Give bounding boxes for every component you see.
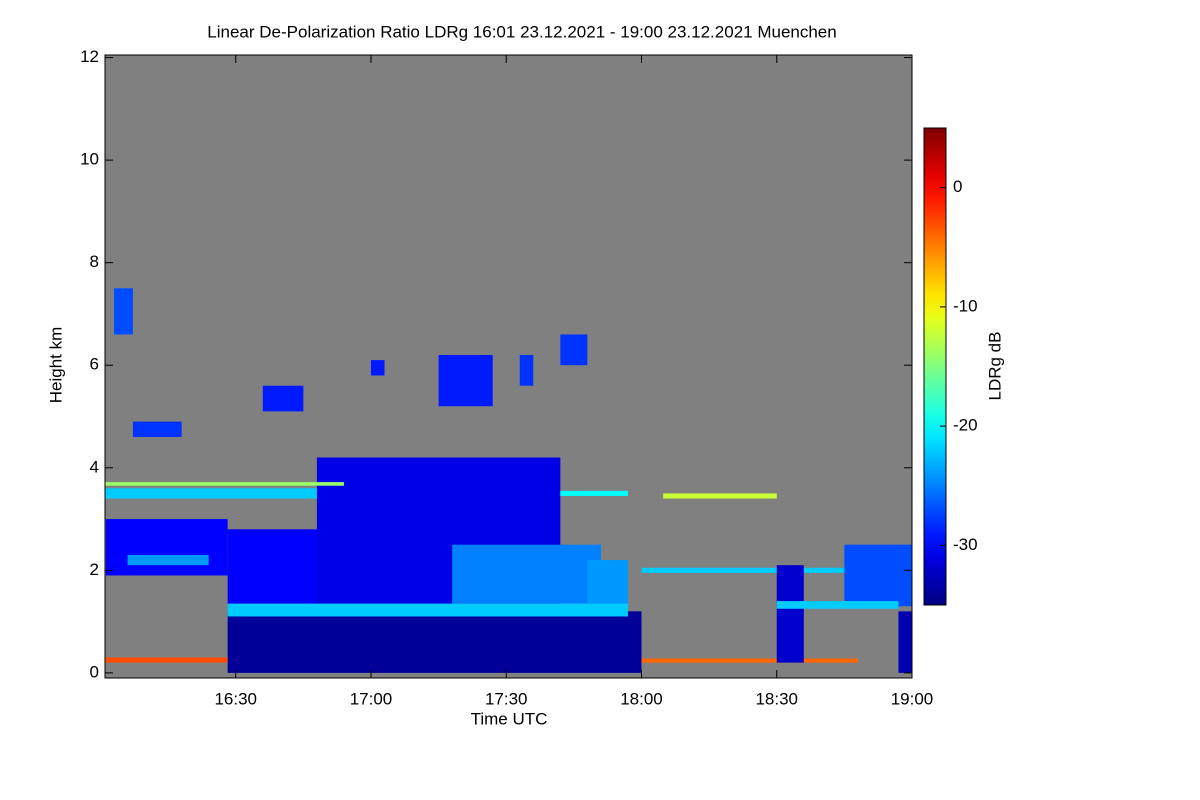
heatmap-cell — [560, 334, 588, 366]
colorbar-label: LDRg dB — [985, 332, 1004, 401]
x-tick-label: 18:30 — [755, 689, 798, 708]
x-axis-label: Time UTC — [471, 709, 548, 728]
colorbar-tick-label: -30 — [953, 535, 978, 554]
heatmap-cell — [127, 554, 209, 566]
heatmap-cell — [105, 519, 228, 576]
colorbar-tick-label: 0 — [953, 177, 962, 196]
heatmap-cell — [105, 657, 228, 663]
heatmap-cell — [844, 544, 912, 607]
x-tick-label: 16:30 — [214, 689, 257, 708]
x-tick-label: 17:00 — [350, 689, 393, 708]
x-tick-label: 18:00 — [620, 689, 663, 708]
colorbar — [923, 127, 947, 606]
heatmap-cell — [663, 493, 777, 499]
heatmap-cells — [105, 288, 912, 673]
heatmap-cell — [227, 611, 642, 673]
heatmap-cell — [560, 490, 628, 496]
heatmap-cell — [105, 482, 344, 486]
heatmap-cell — [105, 488, 317, 499]
heatmap-cell — [262, 385, 304, 412]
heatmap-cell — [132, 421, 182, 438]
y-tick-label: 0 — [90, 662, 99, 681]
chart-title: Linear De-Polarization Ratio LDRg 16:01 … — [207, 22, 836, 41]
heatmap-cell — [776, 601, 899, 609]
heatmap-cell — [452, 544, 601, 604]
colorbar-tick-label: -20 — [953, 416, 978, 435]
y-tick-label: 6 — [90, 355, 99, 374]
x-tick-label: 19:00 — [891, 689, 934, 708]
y-axis-label: Height km — [46, 327, 65, 404]
y-tick-label: 4 — [90, 457, 99, 476]
heatmap-cell — [114, 288, 133, 335]
x-tick-label: 17:30 — [485, 689, 528, 708]
heatmap-cell — [898, 611, 912, 673]
heatmap-cell — [370, 360, 385, 376]
y-tick-label: 10 — [80, 150, 99, 169]
y-tick-label: 8 — [90, 252, 99, 271]
heatmap-cell — [227, 603, 628, 617]
plot-frame — [104, 54, 913, 679]
heatmap-cell — [438, 354, 493, 407]
heatmap-cell — [587, 560, 628, 607]
y-tick-label: 2 — [90, 560, 99, 579]
heatmap-cell — [776, 565, 804, 663]
y-tick-label: 12 — [80, 47, 99, 66]
heatmap-cell — [641, 658, 858, 663]
heatmap-cell — [519, 354, 534, 386]
heatmap-cell — [641, 567, 858, 573]
colorbar-tick-label: -10 — [953, 296, 978, 315]
